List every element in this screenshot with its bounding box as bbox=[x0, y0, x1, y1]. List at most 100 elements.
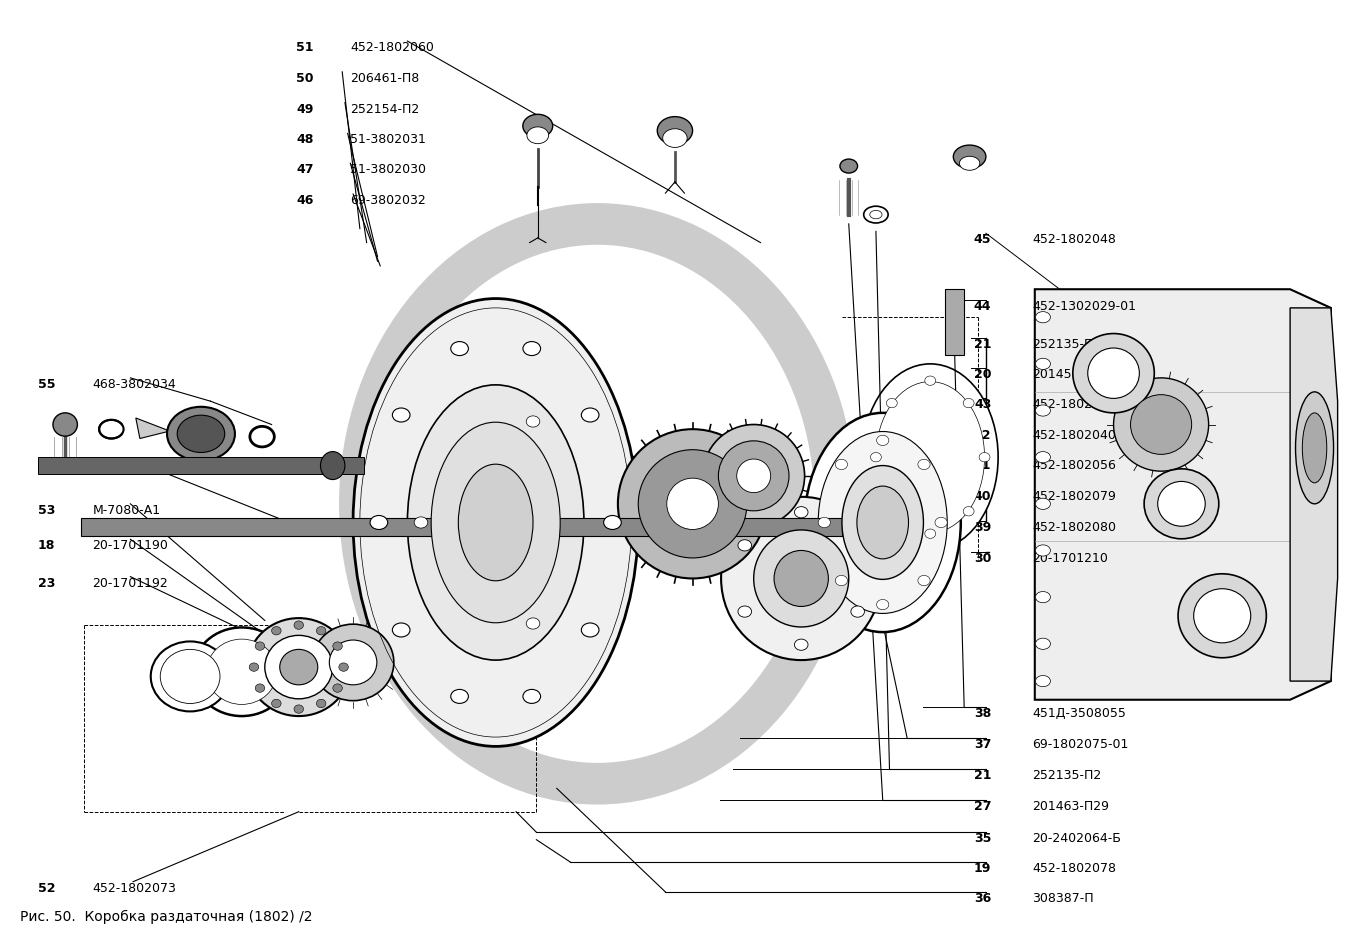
Text: 452-1802073: 452-1802073 bbox=[92, 882, 177, 895]
Text: 38: 38 bbox=[974, 707, 991, 720]
Ellipse shape bbox=[392, 408, 410, 422]
Polygon shape bbox=[1035, 289, 1331, 700]
Ellipse shape bbox=[1302, 412, 1327, 483]
Ellipse shape bbox=[638, 450, 747, 558]
Text: 20-1701192: 20-1701192 bbox=[92, 577, 168, 590]
Text: 53: 53 bbox=[38, 504, 56, 517]
Ellipse shape bbox=[737, 606, 751, 618]
Ellipse shape bbox=[329, 640, 376, 685]
Text: 35: 35 bbox=[974, 832, 991, 845]
Ellipse shape bbox=[918, 576, 930, 586]
Polygon shape bbox=[1290, 308, 1338, 681]
Ellipse shape bbox=[851, 539, 865, 550]
Ellipse shape bbox=[527, 416, 539, 427]
Text: 52: 52 bbox=[38, 882, 56, 895]
Ellipse shape bbox=[718, 441, 789, 511]
Text: 55: 55 bbox=[38, 378, 56, 391]
Ellipse shape bbox=[1035, 545, 1051, 556]
Text: 20: 20 bbox=[974, 368, 991, 381]
Text: 452-1802048: 452-1802048 bbox=[1032, 233, 1116, 246]
Text: 451Д-3508055: 451Д-3508055 bbox=[1032, 707, 1126, 720]
Ellipse shape bbox=[979, 453, 990, 462]
Ellipse shape bbox=[340, 662, 348, 672]
Ellipse shape bbox=[523, 689, 540, 703]
Ellipse shape bbox=[1073, 334, 1154, 413]
Ellipse shape bbox=[1179, 574, 1266, 658]
Text: 21: 21 bbox=[974, 338, 991, 351]
Text: 452-1802080: 452-1802080 bbox=[1032, 521, 1116, 534]
Bar bbox=[38, 457, 364, 474]
Text: М-7080-А1: М-7080-А1 bbox=[92, 504, 160, 517]
Text: 37: 37 bbox=[974, 738, 991, 751]
Ellipse shape bbox=[887, 398, 898, 408]
Ellipse shape bbox=[407, 384, 584, 661]
Text: 19: 19 bbox=[974, 862, 991, 875]
Ellipse shape bbox=[250, 662, 258, 672]
Text: 252135-П2: 252135-П2 bbox=[1032, 769, 1101, 782]
Ellipse shape bbox=[280, 649, 318, 685]
Ellipse shape bbox=[774, 550, 828, 606]
Ellipse shape bbox=[851, 606, 865, 618]
Ellipse shape bbox=[167, 407, 235, 461]
Text: 452-1802079: 452-1802079 bbox=[1032, 490, 1116, 503]
Ellipse shape bbox=[1035, 675, 1051, 687]
Text: 50: 50 bbox=[296, 72, 314, 85]
Ellipse shape bbox=[527, 127, 549, 144]
Ellipse shape bbox=[877, 600, 888, 610]
Ellipse shape bbox=[794, 639, 808, 650]
Ellipse shape bbox=[316, 699, 326, 707]
Ellipse shape bbox=[1035, 312, 1051, 323]
Ellipse shape bbox=[414, 517, 428, 528]
Ellipse shape bbox=[887, 507, 898, 516]
Text: 42: 42 bbox=[974, 429, 991, 442]
Ellipse shape bbox=[272, 627, 281, 635]
Text: 452-1802056: 452-1802056 bbox=[1032, 459, 1116, 472]
Ellipse shape bbox=[1157, 481, 1206, 526]
Ellipse shape bbox=[392, 623, 410, 637]
Ellipse shape bbox=[430, 422, 559, 623]
Ellipse shape bbox=[451, 689, 469, 703]
Text: 252135-П2: 252135-П2 bbox=[1032, 338, 1101, 351]
Text: 51: 51 bbox=[296, 41, 314, 54]
Ellipse shape bbox=[1296, 392, 1334, 504]
Ellipse shape bbox=[959, 157, 980, 170]
Ellipse shape bbox=[293, 705, 303, 714]
Ellipse shape bbox=[523, 341, 540, 355]
Text: 48: 48 bbox=[296, 133, 314, 146]
Text: 46: 46 bbox=[296, 194, 314, 207]
Text: 51-3802030: 51-3802030 bbox=[350, 163, 426, 176]
Ellipse shape bbox=[737, 539, 751, 550]
Text: Рис. 50.  Коробка раздаточная (1802) /2: Рис. 50. Коробка раздаточная (1802) /2 bbox=[20, 910, 312, 924]
Ellipse shape bbox=[835, 576, 847, 586]
Ellipse shape bbox=[862, 364, 998, 550]
Ellipse shape bbox=[312, 624, 394, 701]
Ellipse shape bbox=[857, 486, 909, 559]
Ellipse shape bbox=[703, 425, 804, 527]
Text: 308387-П: 308387-П bbox=[1032, 892, 1093, 905]
Text: 20-1701190: 20-1701190 bbox=[92, 539, 168, 552]
Ellipse shape bbox=[581, 623, 599, 637]
Text: 452-1802081: 452-1802081 bbox=[1032, 398, 1116, 411]
Text: 18: 18 bbox=[38, 539, 56, 552]
Ellipse shape bbox=[333, 684, 342, 692]
Ellipse shape bbox=[877, 436, 888, 446]
Ellipse shape bbox=[255, 684, 265, 692]
Ellipse shape bbox=[754, 530, 849, 627]
Bar bbox=[945, 289, 964, 355]
Ellipse shape bbox=[581, 408, 599, 422]
Text: 45: 45 bbox=[974, 233, 991, 246]
Ellipse shape bbox=[1130, 395, 1192, 454]
Text: 51-3802031: 51-3802031 bbox=[350, 133, 426, 146]
Text: 44: 44 bbox=[974, 300, 991, 313]
Ellipse shape bbox=[459, 465, 532, 580]
Ellipse shape bbox=[1035, 592, 1051, 603]
Text: 69-1802075-01: 69-1802075-01 bbox=[1032, 738, 1128, 751]
Text: 39: 39 bbox=[974, 521, 991, 534]
Ellipse shape bbox=[918, 459, 930, 469]
Text: 69-3802032: 69-3802032 bbox=[350, 194, 426, 207]
Bar bbox=[81, 518, 842, 536]
Ellipse shape bbox=[206, 639, 277, 704]
Text: 468-3802033: 468-3802033 bbox=[92, 459, 177, 472]
Ellipse shape bbox=[53, 412, 77, 437]
Text: 20-1701210: 20-1701210 bbox=[1032, 552, 1108, 565]
